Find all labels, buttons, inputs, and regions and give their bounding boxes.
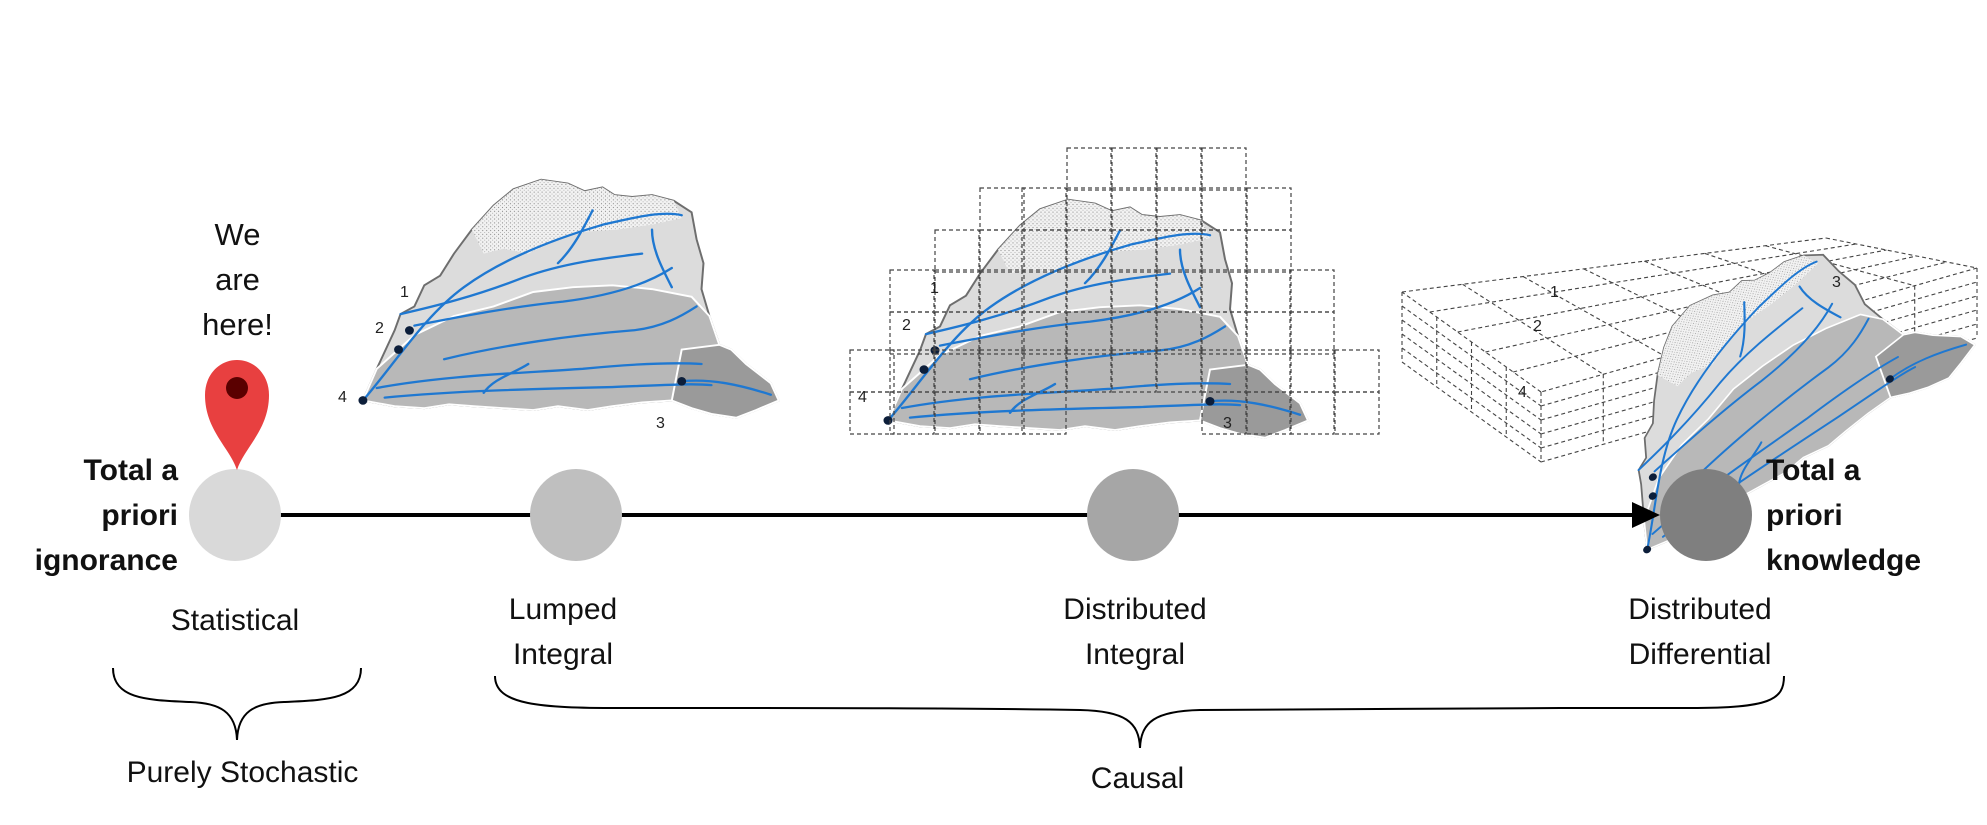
outlet-label-2c: 2: [1533, 318, 1542, 335]
map-pin-icon: [205, 360, 269, 470]
brace-causal: [494, 675, 1785, 749]
right-endpoint-label: Total a priori knowledge: [1766, 454, 1922, 577]
outlet-label-2: 2: [375, 320, 384, 337]
brace-purely-stochastic: [112, 667, 362, 741]
left-endpoint-label: Total a priori ignorance: [34, 454, 178, 577]
outlet-label-4: 4: [338, 389, 347, 406]
outlet-label-4c: 4: [1518, 384, 1527, 401]
stage-label-lumped-integral: Lumped Integral: [508, 593, 618, 671]
outlet-label-2b: 2: [902, 317, 911, 334]
stage-label-statistical: Statistical: [170, 604, 300, 637]
stage-circle-statistical: [189, 469, 281, 561]
we-are-here-label: We are here!: [202, 217, 273, 342]
outlet-label-3c: 3: [1832, 274, 1841, 291]
stage-circle-distributed-integral: [1087, 469, 1179, 561]
watershed-lumped: [357, 178, 780, 419]
stage-label-distributed-integral: Distributed Integral: [1063, 593, 1207, 671]
outlet-label-1: 1: [400, 284, 409, 301]
stage-circle-distributed-differential: [1660, 469, 1752, 561]
outlet-label-1b: 1: [930, 280, 939, 297]
group-label-causal: Causal: [1090, 762, 1185, 795]
outlet-label-3b: 3: [1223, 415, 1232, 432]
outlet-label-1c: 1: [1550, 284, 1559, 301]
outlet-label-3: 3: [656, 415, 665, 432]
grid-cells: [849, 147, 1380, 435]
group-label-purely-stochastic: Purely Stochastic: [126, 756, 359, 789]
outlet-label-4b: 4: [858, 389, 867, 406]
stage-circle-lumped-integral: [530, 469, 622, 561]
stage-label-distributed-differential: Distributed Differential: [1628, 593, 1772, 671]
axis-arrowhead-icon: [1632, 502, 1660, 528]
watershed-distributed-grid: [882, 198, 1310, 439]
